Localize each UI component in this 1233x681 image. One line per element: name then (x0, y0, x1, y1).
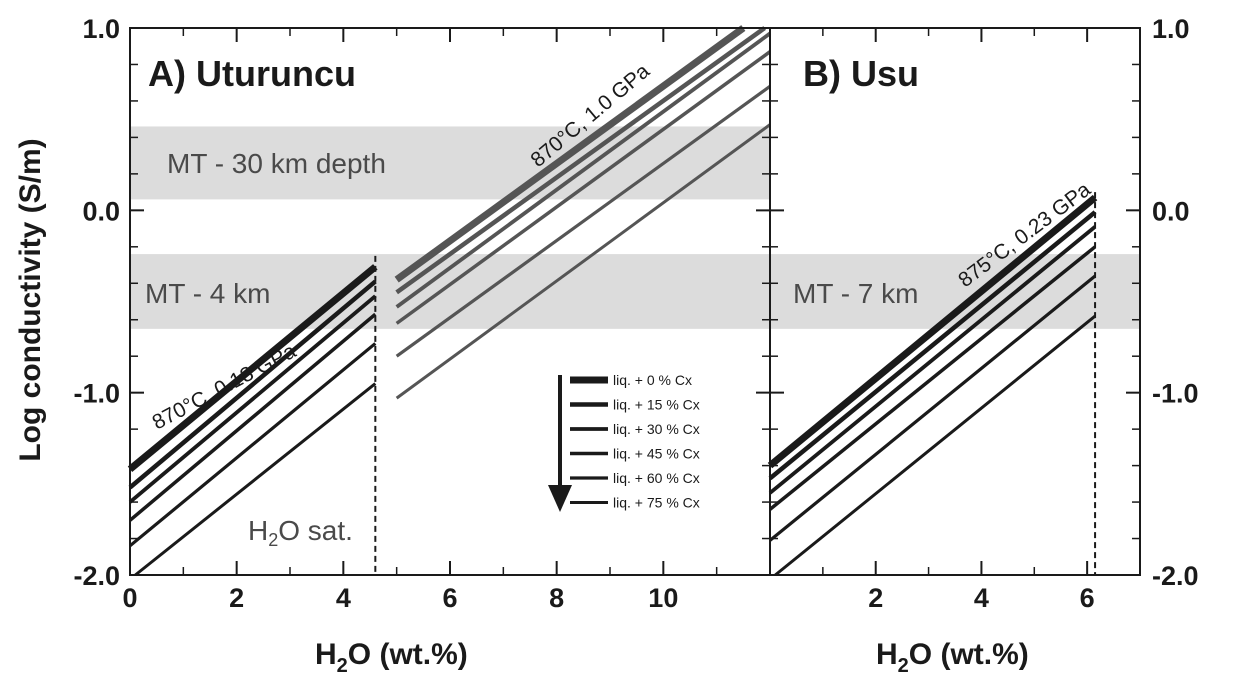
legend-label: liq. + 15 % Cx (613, 397, 700, 413)
series-line-0-1-2 (395, 31, 772, 309)
saturation-label: H2O sat. (248, 515, 353, 550)
band-label-4km: MT - 4 km (145, 278, 270, 309)
series-line-0-0-5 (134, 382, 377, 577)
series-line-1-0-4 (768, 274, 1097, 542)
legend-label: liq. + 60 % Cx (613, 470, 700, 486)
series-line-0-1-4 (395, 85, 771, 358)
series-line-1-0-5 (774, 314, 1097, 577)
y-axis-title: Log conductivity (S/m) (14, 138, 47, 461)
series-line-0-1-0 (394, 25, 746, 283)
ytick-label-right: 1.0 (1152, 14, 1190, 44)
legend-arrow-head (548, 485, 572, 512)
panel-a-title: A) Uturuncu (148, 53, 356, 94)
legend-label: liq. + 30 % Cx (613, 421, 700, 437)
x-axis-title-a: H2O (wt.%) (315, 638, 468, 677)
band-label-30km: MT - 30 km depth (167, 148, 386, 179)
ytick-label-left: 0.0 (82, 196, 120, 226)
legend-label: liq. + 0 % Cx (613, 372, 692, 388)
xtick-label: 6 (1080, 583, 1095, 613)
xtick-label: 4 (336, 583, 351, 613)
xtick-label: 2 (229, 583, 244, 613)
series-line-0-0-1 (128, 279, 377, 490)
axes: 1.0 1.00.0 0.0-1.0 -1.0-2.0 -2.00 2 4 6 8 10 2 4 6 (73, 14, 1198, 613)
xtick-label: 4 (974, 583, 989, 613)
series-line-1-0-0 (767, 194, 1098, 469)
xtick-label: 6 (442, 583, 457, 613)
ytick-label-right: 0.0 (1152, 196, 1190, 226)
xtick-label: 10 (648, 583, 678, 613)
legend: liq. + 0 % Cx liq. + 15 % Cx liq. + 30 % C… (548, 372, 700, 512)
series-line-0-1-1 (395, 26, 766, 295)
xtick-label: 2 (868, 583, 883, 613)
series-line-0-1-5 (395, 123, 771, 400)
xtick-label: 8 (549, 583, 564, 613)
ytick-label-left: 1.0 (82, 14, 120, 44)
legend-label: liq. + 75 % Cx (613, 495, 700, 511)
series-line-1-0-1 (768, 210, 1097, 481)
series-line-0-0-3 (128, 312, 377, 522)
band-label-7km: MT - 7 km (793, 278, 918, 309)
series-line-0-0-4 (128, 342, 377, 548)
series-line-0-0-2 (128, 294, 377, 504)
ytick-label-right: -1.0 (1152, 379, 1199, 409)
legend-label: liq. + 45 % Cx (613, 446, 700, 462)
condition-label-013gpa: 870°C, 0.13 GPa (149, 339, 300, 434)
series-line-1-0-3 (768, 245, 1097, 511)
conductivity-lines (127, 25, 1098, 577)
xtick-label: 0 (122, 583, 137, 613)
ytick-label-right: -2.0 (1152, 561, 1199, 591)
ytick-label-left: -1.0 (73, 379, 120, 409)
plot-frame (129, 27, 1141, 576)
series-line-0-0-0 (127, 264, 378, 472)
ytick-label-left: -2.0 (73, 561, 120, 591)
panel-b-title: B) Usu (803, 53, 919, 94)
x-axis-title-b: H2O (wt.%) (876, 638, 1029, 677)
series-line-0-1-3 (395, 50, 772, 325)
series-line-1-0-2 (768, 225, 1097, 495)
